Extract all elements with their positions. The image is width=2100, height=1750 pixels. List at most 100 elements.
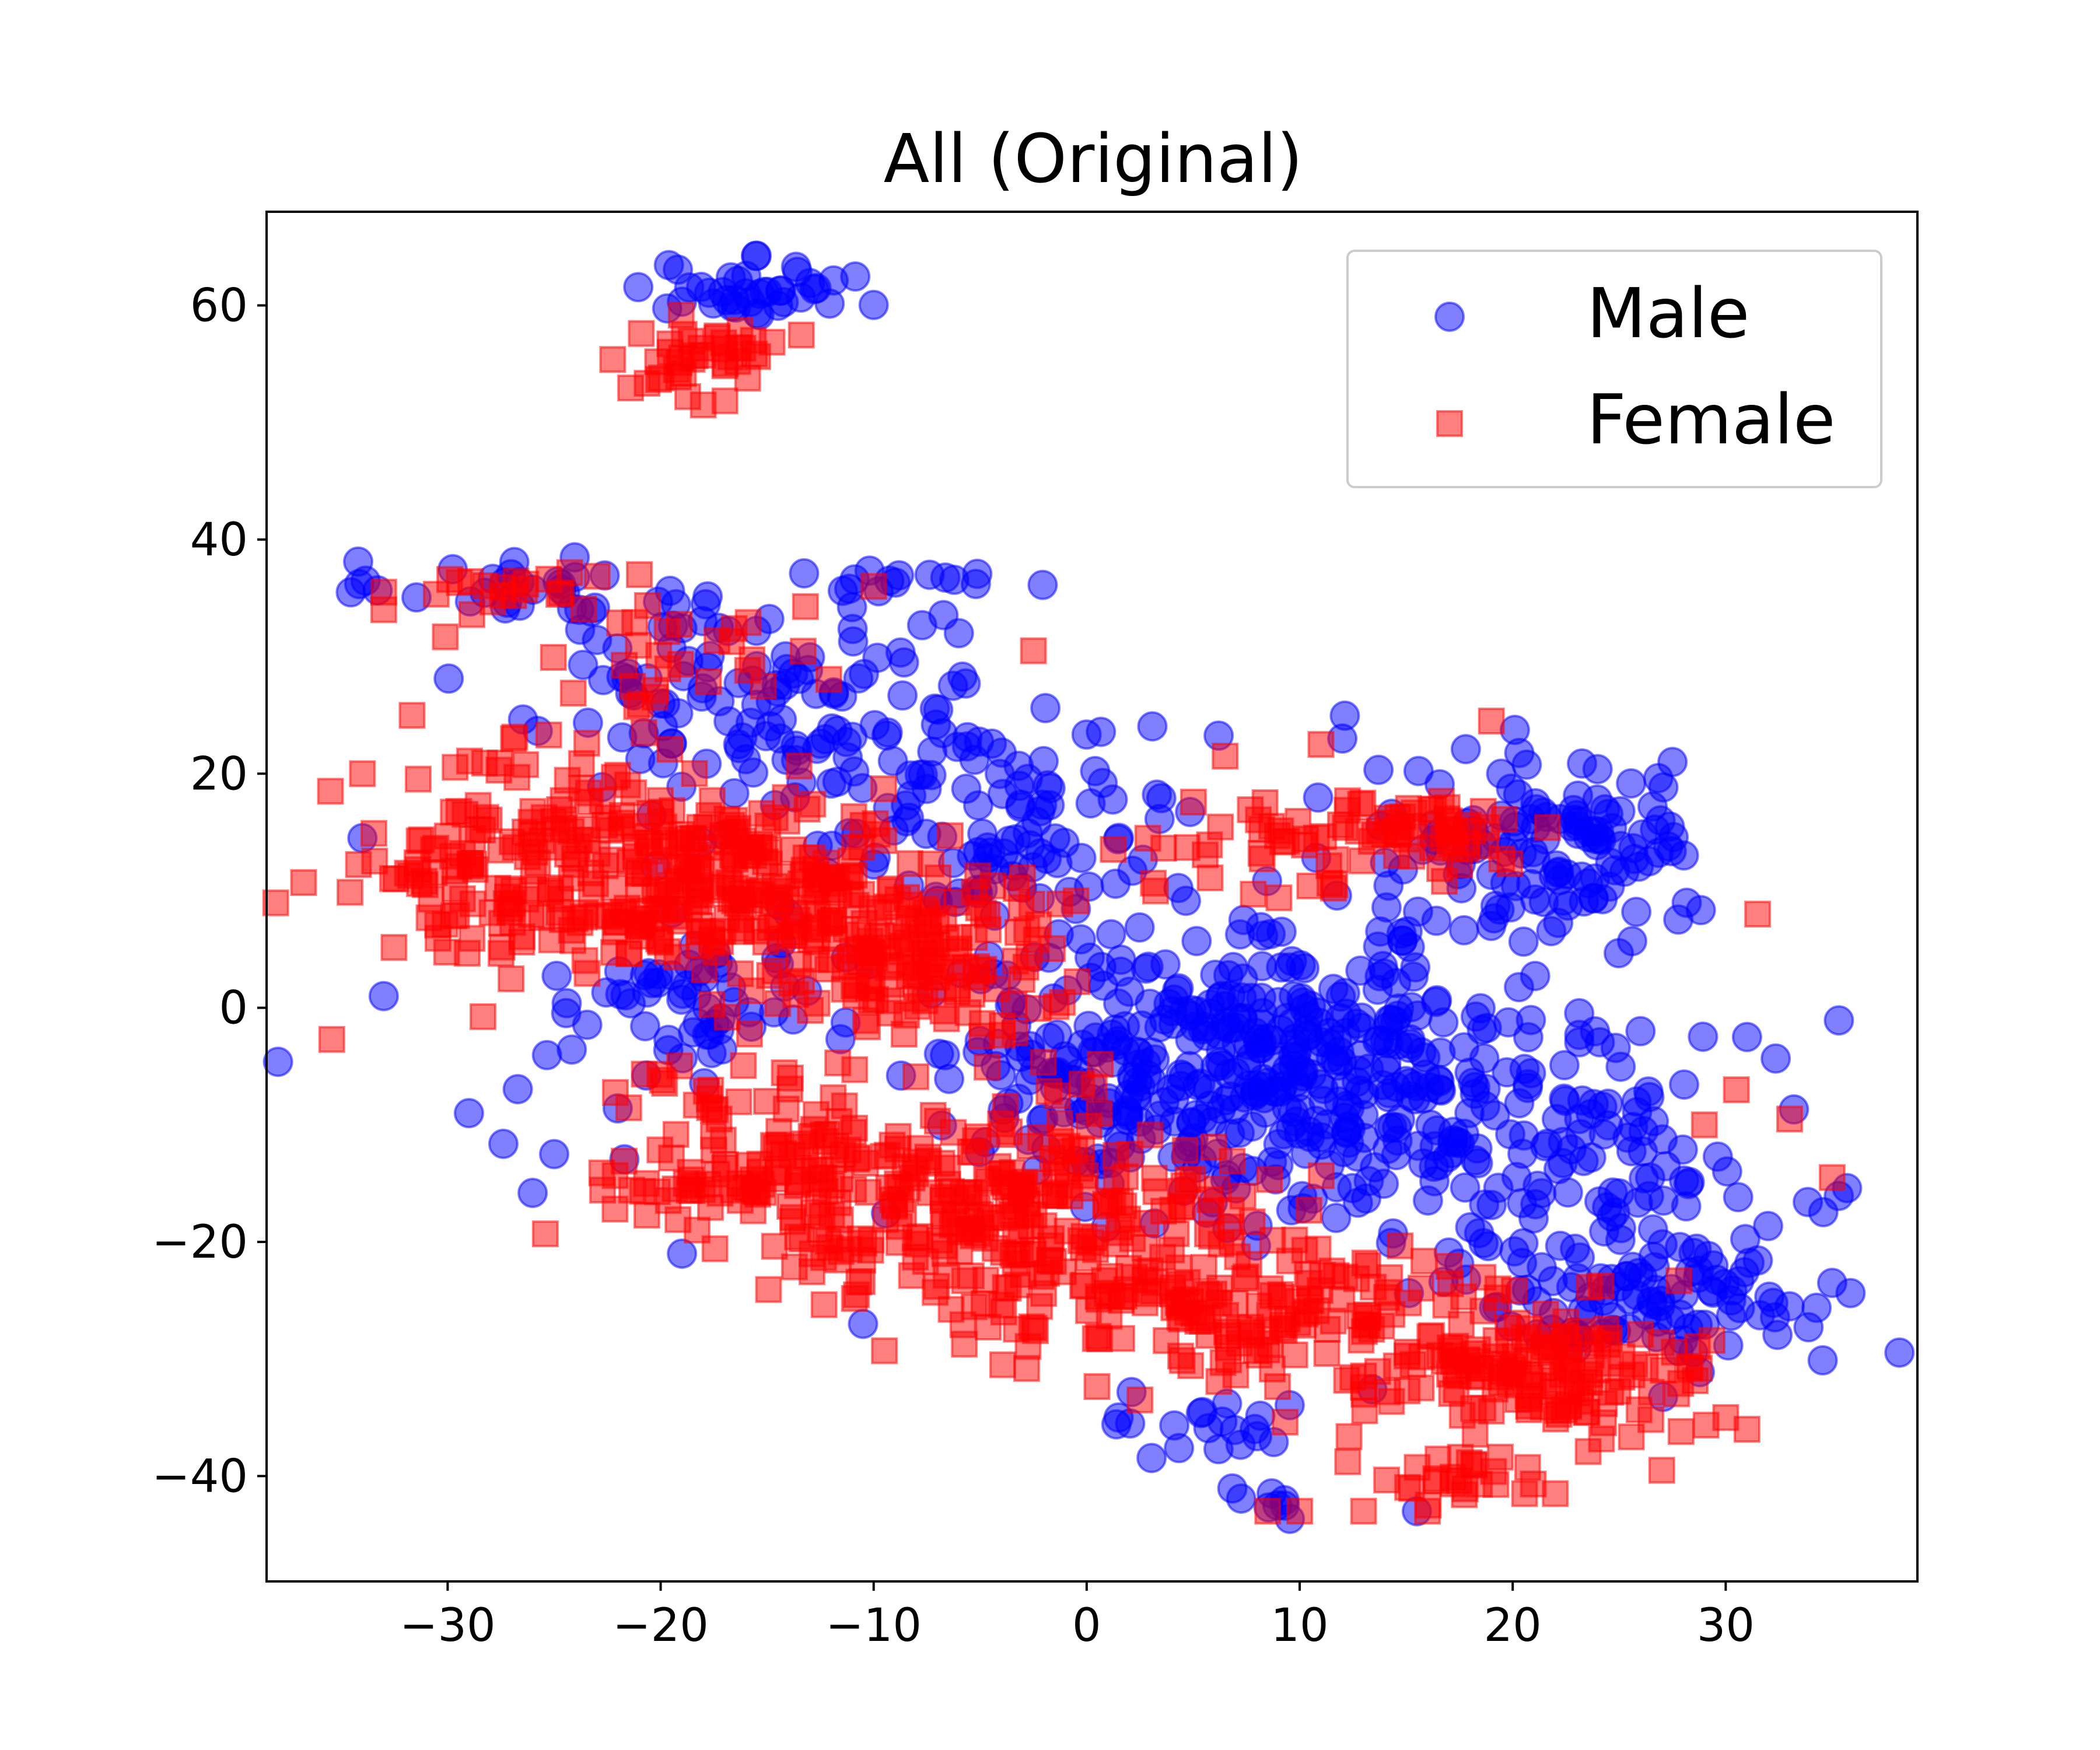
female-point <box>964 862 991 890</box>
female-point <box>469 816 496 844</box>
female-point <box>871 1337 898 1364</box>
female-point <box>1574 1438 1602 1465</box>
y-tick-label: 60 <box>190 280 248 332</box>
legend: Male Female <box>1346 250 1882 488</box>
female-point <box>1618 1423 1645 1451</box>
female-point <box>556 559 583 586</box>
female-point <box>662 1175 689 1203</box>
male-point <box>1584 1027 1615 1058</box>
male-point <box>1181 926 1212 957</box>
male-point <box>692 581 723 612</box>
male-point <box>858 289 889 320</box>
female-point <box>1080 1224 1108 1251</box>
male-point <box>1774 1291 1805 1322</box>
male-point <box>1136 1443 1167 1474</box>
male-point <box>1793 1312 1824 1343</box>
female-point <box>1549 1361 1576 1388</box>
male-point <box>1663 904 1694 935</box>
x-tick-label: 20 <box>1484 1600 1542 1652</box>
male-point <box>1363 754 1394 785</box>
female-point <box>1358 1315 1385 1343</box>
female-point <box>1007 1217 1035 1245</box>
male-point <box>1545 864 1576 895</box>
male-point <box>1110 1011 1140 1042</box>
female-point <box>615 940 643 968</box>
female-point <box>996 1118 1023 1146</box>
female-point <box>290 869 317 896</box>
female-point <box>1108 1325 1136 1352</box>
male-point <box>843 663 874 694</box>
female-point <box>336 878 363 906</box>
y-tick-label: −20 <box>152 1216 248 1269</box>
male-point <box>1156 1074 1186 1105</box>
male-point <box>1824 1005 1854 1036</box>
female-point <box>442 754 469 781</box>
female-point <box>917 850 944 878</box>
male-point <box>1486 758 1517 789</box>
female-point <box>969 1010 996 1037</box>
male-point <box>1653 831 1684 862</box>
male-point <box>738 757 769 788</box>
male-point <box>1545 1230 1576 1261</box>
female-point <box>535 721 562 748</box>
male-point <box>1146 783 1177 814</box>
male-point <box>1667 1134 1698 1165</box>
male-point <box>994 825 1025 856</box>
male-point <box>1275 1112 1306 1143</box>
female-point <box>792 593 819 620</box>
male-point <box>1702 1141 1733 1172</box>
female-point <box>1140 869 1167 897</box>
female-point <box>789 638 817 665</box>
female-point <box>1410 1247 1437 1275</box>
female-point <box>591 812 618 839</box>
points-layer <box>262 240 1915 1534</box>
female-point <box>642 677 669 704</box>
male-point <box>551 988 582 1019</box>
male-point <box>947 662 978 692</box>
male-point <box>1030 692 1061 723</box>
x-tick-label: 10 <box>1270 1600 1328 1652</box>
male-point <box>667 1238 698 1269</box>
female-point <box>1293 1298 1321 1325</box>
female-point <box>1232 1263 1259 1290</box>
male-point <box>1731 1021 1762 1052</box>
female-point <box>432 623 459 650</box>
female-point <box>730 1052 757 1079</box>
male-point <box>1518 1203 1549 1234</box>
male-point <box>632 977 663 1008</box>
female-point <box>625 860 652 887</box>
x-axis: −30 −20 −10 0 10 20 30 <box>400 1581 1755 1652</box>
female-point <box>1682 1367 1709 1394</box>
male-point <box>556 1034 587 1065</box>
female-point <box>1496 850 1524 877</box>
male-point <box>1280 1042 1311 1073</box>
female-point <box>1351 1250 1378 1277</box>
male-point <box>1408 1083 1438 1114</box>
female-point <box>656 736 684 763</box>
female-point <box>1272 1408 1299 1436</box>
female-point <box>958 1262 985 1290</box>
female-point <box>1387 1232 1414 1259</box>
male-point <box>923 1038 954 1069</box>
female-point <box>653 938 681 965</box>
male-point <box>848 1308 878 1339</box>
male-point <box>1121 1036 1152 1067</box>
male-point <box>1520 788 1551 818</box>
male-point <box>1648 1185 1679 1216</box>
female-point <box>911 987 939 1014</box>
female-point <box>619 673 646 700</box>
male-point <box>1507 1248 1538 1278</box>
male-point <box>1374 1005 1404 1035</box>
male-point <box>1318 974 1349 1005</box>
male-point <box>1308 1086 1339 1116</box>
male-point <box>1817 1268 1847 1298</box>
male-point <box>1150 949 1181 980</box>
female-point <box>1371 821 1398 848</box>
male-point <box>1215 980 1246 1011</box>
female-point <box>1665 1267 1692 1294</box>
female-point <box>566 909 594 936</box>
chart-title: All (Original) <box>884 120 1303 198</box>
female-point <box>1334 797 1361 824</box>
male-point <box>1240 1413 1270 1444</box>
female-point <box>709 850 736 878</box>
